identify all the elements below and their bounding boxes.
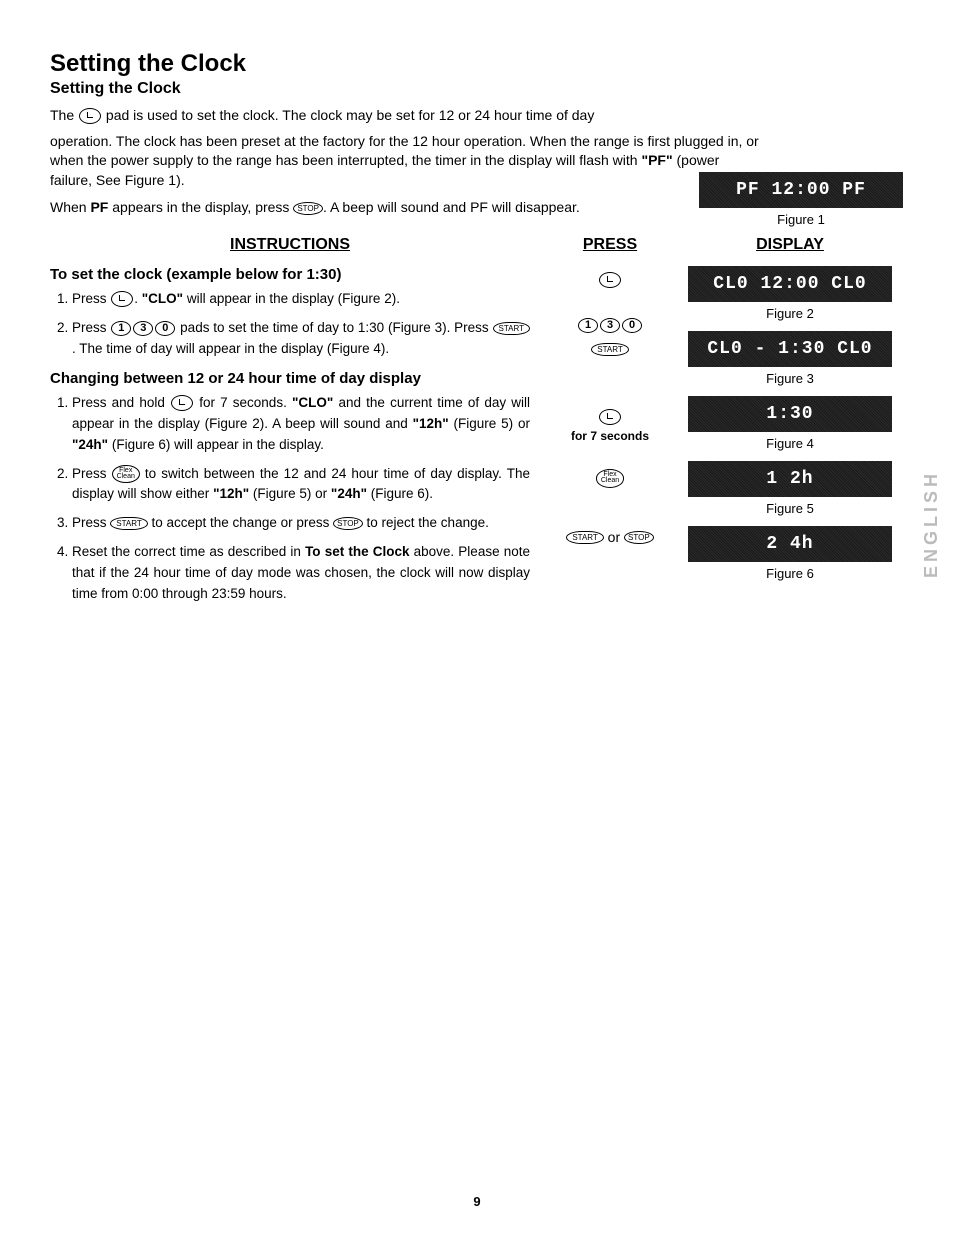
list-item: Press . "CLO" will appear in the display… [72, 289, 530, 310]
list-item: Reset the correct time as described in T… [72, 542, 530, 605]
text-bold: "24h" [331, 486, 367, 501]
press-row-flex-clean: FlexClean [540, 468, 680, 488]
instructions-header: INSTRUCTIONS [50, 236, 530, 254]
or-label: or [604, 529, 624, 545]
list-item: Press FlexClean to switch between the 12… [72, 464, 530, 506]
clock-icon [171, 395, 193, 411]
text-bold: "12h" [213, 486, 249, 501]
text: will appear in the display (Figure 2). [183, 291, 400, 306]
lcd-display-fig3: CL0 - 1:30 CL0 [688, 331, 892, 367]
intro-p3: When PF appears in the display, press ST… [50, 198, 760, 218]
stop-icon: STOP [293, 202, 323, 215]
text: to accept the change or press [148, 515, 333, 530]
lcd-display-fig5: 1 2h [688, 461, 892, 497]
lcd-display-fig4: 1:30 [688, 396, 892, 432]
figure-1-block: PF 12:00 PF Figure 1 [696, 172, 906, 237]
text: Press [72, 320, 110, 335]
text: to reject the change. [363, 515, 489, 530]
lcd-display-fig6: 2 4h [688, 526, 892, 562]
clock-icon [599, 409, 621, 425]
flex-clean-icon: FlexClean [596, 469, 624, 488]
stop-icon: STOP [333, 517, 363, 530]
list-item: Press 130 pads to set the time of day to… [72, 318, 530, 360]
page-number: 9 [0, 1194, 954, 1209]
display-header: DISPLAY [680, 236, 900, 254]
start-icon: START [110, 517, 147, 530]
start-icon: START [493, 322, 530, 335]
pad-1-icon: 1 [578, 318, 598, 333]
text-bold: "24h" [72, 437, 108, 452]
for-7-seconds-label: for 7 seconds [571, 429, 649, 443]
figure-3-label: Figure 3 [680, 371, 900, 386]
text: for 7 seconds. [194, 395, 292, 410]
lcd-display-fig2: CL0 12:00 CL0 [688, 266, 892, 302]
text: (Figure 6) will appear in the display. [108, 437, 324, 452]
page-title: Setting the Clock [50, 50, 914, 78]
text: . A beep will sound and PF will disappea… [323, 199, 580, 215]
figure-1-label: Figure 1 [696, 212, 906, 227]
text-bold: PF [90, 199, 108, 215]
text: Press [72, 515, 110, 530]
press-column: PRESS 130 START for 7 seconds FlexClean … [540, 236, 680, 615]
list-item: Press START to accept the change or pres… [72, 513, 530, 534]
instructions-column: INSTRUCTIONS To set the clock (example b… [50, 236, 540, 615]
text: (Figure 5) or [249, 486, 331, 501]
start-icon: START [566, 531, 603, 544]
english-side-label: ENGLISH [921, 470, 942, 578]
intro-p2: operation. The clock has been preset at … [50, 132, 760, 191]
clock-icon [111, 291, 133, 307]
text: . The time of day will appear in the dis… [72, 341, 389, 356]
page-subtitle: Setting the Clock [50, 80, 914, 98]
clock-icon [79, 108, 101, 124]
press-header: PRESS [540, 236, 680, 254]
section-set-clock-title: To set the clock (example below for 1:30… [50, 266, 530, 283]
figure-2-label: Figure 2 [680, 306, 900, 321]
list-item: Press and hold for 7 seconds. "CLO" and … [72, 393, 530, 456]
lcd-display-fig1: PF 12:00 PF [699, 172, 903, 208]
text: (Figure 6). [367, 486, 433, 501]
press-row-start: START [540, 339, 680, 359]
pad-3-icon: 3 [133, 321, 153, 336]
change-12-24-list: Press and hold for 7 seconds. "CLO" and … [50, 393, 530, 605]
section-12-24-title: Changing between 12 or 24 hour time of d… [50, 370, 530, 387]
press-row-start-stop: START or STOP [540, 528, 680, 548]
text: Reset the correct time as described in [72, 544, 305, 559]
pad-3-icon: 3 [600, 318, 620, 333]
text: pad is used to set the clock. The clock … [102, 107, 594, 123]
intro-block: The pad is used to set the clock. The cl… [50, 106, 760, 218]
text-bold: "CLO" [292, 395, 333, 410]
text: appears in the display, press [108, 199, 293, 215]
text: . [134, 291, 142, 306]
text-bold: To set the Clock [305, 544, 409, 559]
text-bold: "PF" [641, 152, 672, 168]
press-row-pads: 130 [540, 316, 680, 336]
text: When [50, 199, 90, 215]
text: Press [72, 466, 112, 481]
pad-0-icon: 0 [155, 321, 175, 336]
display-column: DISPLAY CL0 12:00 CL0 Figure 2 CL0 - 1:3… [680, 236, 900, 615]
text-bold: "CLO" [142, 291, 183, 306]
figure-5-label: Figure 5 [680, 501, 900, 516]
pad-1-icon: 1 [111, 321, 131, 336]
text: pads to set the time of day to 1:30 (Fig… [176, 320, 492, 335]
press-row-clock-7s: for 7 seconds [540, 407, 680, 446]
text-bold: "12h" [413, 416, 449, 431]
text: The [50, 107, 78, 123]
set-clock-list: Press . "CLO" will appear in the display… [50, 289, 530, 360]
stop-icon: STOP [624, 531, 654, 544]
intro-p1: The pad is used to set the clock. The cl… [50, 106, 760, 126]
flex-clean-icon: FlexClean [112, 465, 140, 484]
figure-6-label: Figure 6 [680, 566, 900, 581]
pad-0-icon: 0 [622, 318, 642, 333]
figure-4-label: Figure 4 [680, 436, 900, 451]
text: (Figure 5) or [449, 416, 530, 431]
clock-icon [599, 272, 621, 288]
text: Press [72, 291, 110, 306]
start-icon: START [591, 343, 628, 356]
text: Press and hold [72, 395, 170, 410]
press-row-clock [540, 270, 680, 290]
